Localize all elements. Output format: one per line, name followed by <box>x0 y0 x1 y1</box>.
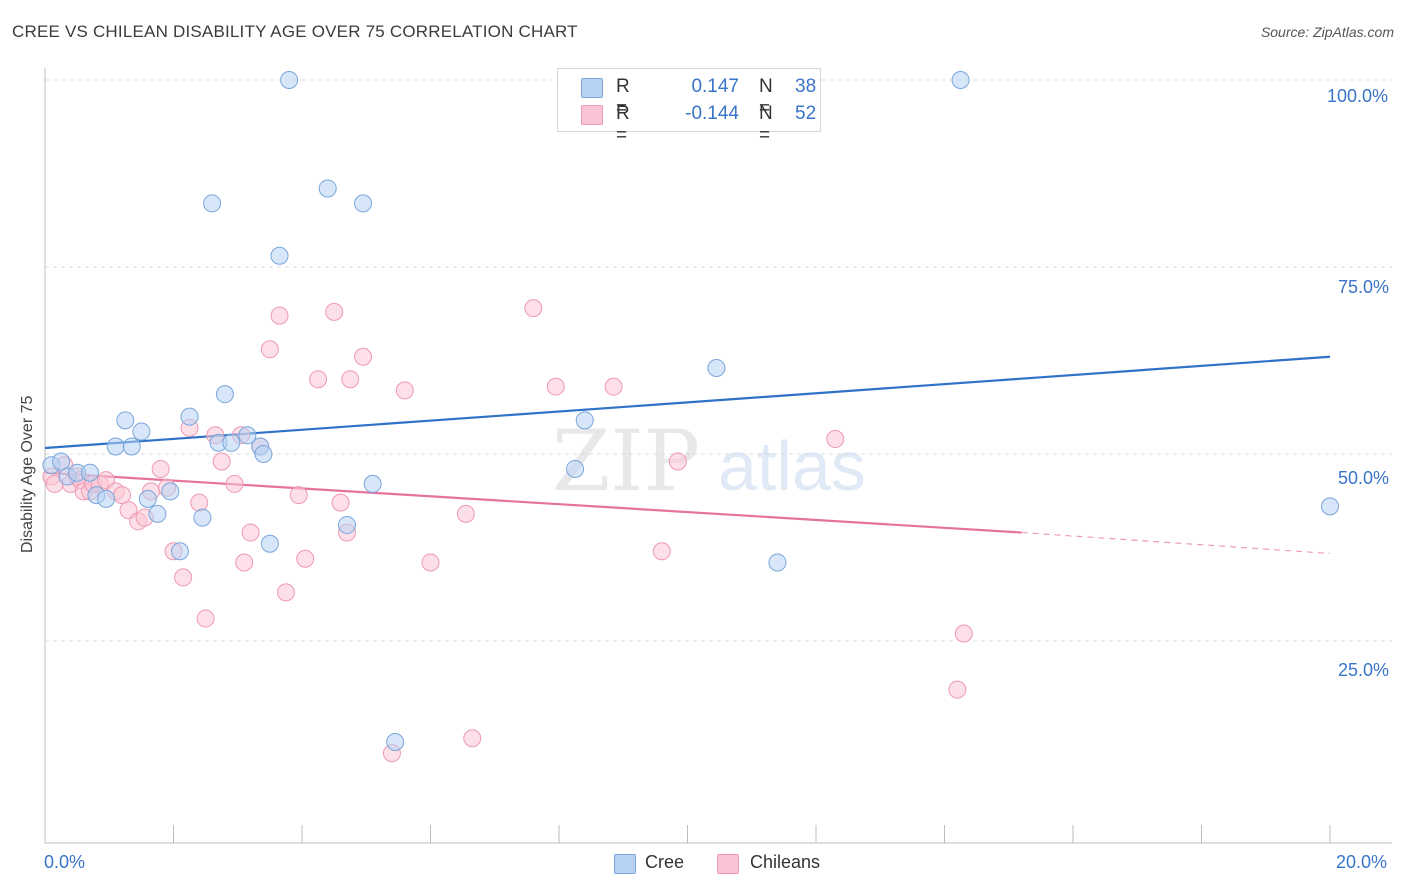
cree-point <box>180 407 199 426</box>
chileans-point <box>309 370 328 389</box>
chileans-point <box>113 486 132 505</box>
chileans-point <box>276 583 295 602</box>
correlation-legend: R = 0.147 N = 38 R = -0.144 N = 52 <box>557 68 821 146</box>
chileans-n-value: 52 <box>795 103 817 124</box>
y-tick-75: 75.0% <box>1338 277 1390 297</box>
chart-title: CREE VS CHILEAN DISABILITY AGE OVER 75 C… <box>12 22 578 41</box>
chileans-point <box>260 340 279 359</box>
cree-point <box>280 71 299 89</box>
cree-r-value: 0.147 <box>691 76 739 97</box>
cree-point <box>80 463 99 482</box>
cree-point <box>97 489 116 508</box>
chileans-point <box>270 306 289 325</box>
chileans-point <box>331 493 350 512</box>
x-tick-min: 0.0% <box>44 852 86 872</box>
trend-lines <box>44 355 1331 555</box>
chileans-r-label: R = <box>616 103 630 146</box>
y-tick-25: 25.0% <box>1338 660 1390 680</box>
chileans-point <box>463 729 482 748</box>
chileans-point <box>395 381 414 400</box>
cree-point <box>222 433 241 452</box>
cree-r-label: R = <box>616 76 630 119</box>
cree-point <box>122 437 141 456</box>
chileans-point <box>524 299 543 318</box>
chileans-point <box>151 459 170 478</box>
cree-point <box>270 246 289 265</box>
chileans-r-value: -0.144 <box>685 103 739 124</box>
source-label: Source: ZipAtlas.com <box>1260 24 1394 40</box>
chileans-point <box>456 504 475 523</box>
cree-point <box>254 445 273 463</box>
cree-point <box>386 732 405 751</box>
cree-point <box>170 542 189 561</box>
chileans-point <box>296 549 315 568</box>
axes <box>44 68 1392 844</box>
cree-point <box>106 437 125 456</box>
chileans-point <box>954 624 973 643</box>
cree-point <box>260 534 279 553</box>
chileans-swatch <box>581 105 603 125</box>
chileans-point <box>948 680 967 699</box>
legend-chileans-label: Chileans <box>750 852 821 872</box>
chileans-point <box>826 430 845 449</box>
chileans-point <box>325 302 344 321</box>
cree-point <box>354 194 373 213</box>
chileans-point <box>668 452 687 471</box>
cree-point <box>238 426 257 445</box>
cree-point <box>363 474 382 493</box>
cree-trend-line <box>44 355 1331 450</box>
cree-point <box>161 482 180 501</box>
chileans-point <box>421 553 440 572</box>
chileans-point <box>652 542 671 561</box>
y-tick-100: 100.0% <box>1327 86 1389 106</box>
cree-point <box>203 194 222 213</box>
cree-point <box>215 385 234 404</box>
chileans-point <box>546 377 565 396</box>
cree-point <box>768 553 787 572</box>
x-tick-max: 20.0% <box>1336 852 1388 872</box>
legend-cree-label: Cree <box>645 852 685 872</box>
cree-point <box>951 71 970 89</box>
chileans-point <box>604 377 623 396</box>
cree-point <box>337 516 356 535</box>
cree-point <box>116 411 135 430</box>
chileans-n-label: N = <box>759 103 773 146</box>
cree-n-label: N = <box>759 76 773 119</box>
legend-cree-swatch <box>614 854 636 874</box>
chileans-point <box>174 568 193 587</box>
cree-point <box>132 422 151 441</box>
cree-point <box>575 411 594 430</box>
legend-chileans-swatch <box>717 854 739 874</box>
chileans-point <box>341 370 360 389</box>
data-points <box>42 71 1339 763</box>
chileans-point <box>235 553 254 572</box>
cree-point <box>1321 497 1339 516</box>
chileans-point <box>225 474 244 493</box>
cree-point <box>193 508 212 527</box>
y-axis-label: Disability Age Over 75 <box>19 395 36 553</box>
cree-point <box>707 358 726 377</box>
chileans-trend-line <box>44 471 1022 534</box>
chileans-point <box>354 347 373 366</box>
chileans-point <box>212 452 231 471</box>
cree-point <box>566 459 585 478</box>
cree-point <box>138 489 157 508</box>
chileans-trend-extension <box>1021 531 1331 555</box>
cree-n-value: 38 <box>795 76 817 97</box>
cree-point <box>318 179 337 198</box>
cree-point <box>148 504 167 523</box>
y-tick-50: 50.0% <box>1338 468 1390 488</box>
cree-point <box>52 452 71 471</box>
cree-swatch <box>581 78 603 98</box>
chileans-point <box>241 523 260 542</box>
chileans-point <box>190 493 209 512</box>
chileans-point <box>196 609 215 628</box>
chileans-point <box>289 486 308 505</box>
